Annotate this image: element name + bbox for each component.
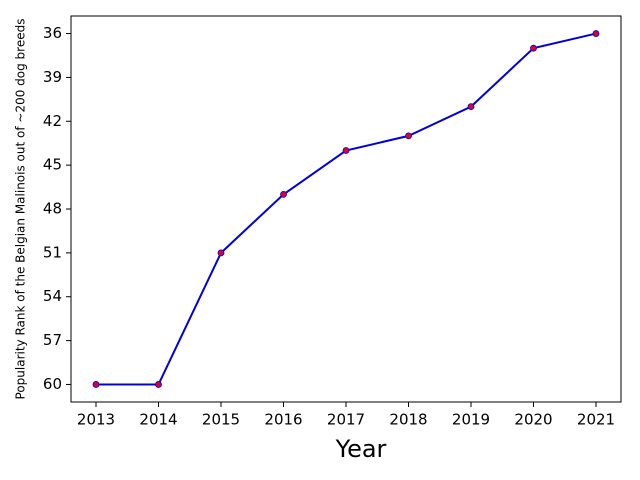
x-tick-label: 2016 [264, 411, 302, 429]
x-tick-label: 2015 [202, 411, 240, 429]
x-tick-label: 2018 [389, 411, 427, 429]
point [592, 30, 600, 37]
point [155, 381, 162, 388]
point [280, 190, 287, 198]
x-tick-label: 2019 [452, 411, 490, 429]
point [530, 44, 537, 52]
line [96, 32, 597, 386]
x-tick-label: 2017 [327, 411, 365, 429]
y-tick-label: 54 [43, 287, 62, 305]
y-tick-label: 60 [43, 375, 62, 393]
y-tick-label: 57 [43, 331, 62, 349]
y-axis-label: Popularity Rank of the Belgian Malinois … [14, 19, 28, 400]
x-tick-label: 2021 [577, 411, 615, 429]
point [342, 147, 350, 154]
x-tick-label: 2014 [139, 411, 177, 429]
y-tick-label: 51 [43, 243, 62, 261]
plot-frame [70, 15, 622, 403]
x-tick-label: 2020 [514, 411, 552, 429]
y-tick-label: 42 [43, 112, 62, 130]
point [92, 381, 100, 388]
y-tick-label: 48 [43, 200, 62, 218]
x-tick-label: 2013 [77, 411, 115, 429]
y-tick-label: 36 [43, 24, 62, 42]
x-axis-label: Year [335, 435, 387, 463]
point [217, 249, 225, 257]
point [405, 132, 412, 140]
y-tick-label: 45 [43, 156, 62, 174]
point [467, 103, 475, 111]
y-tick-label: 39 [43, 68, 62, 86]
